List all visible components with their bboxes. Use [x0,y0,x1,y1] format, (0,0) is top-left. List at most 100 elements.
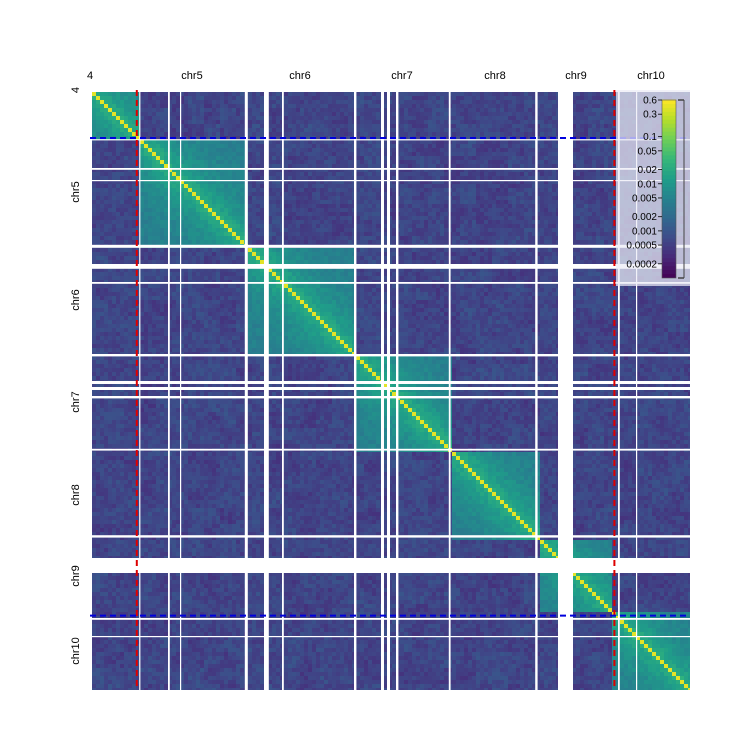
heatmap-cell [364,92,369,97]
heatmap-cell [356,164,361,169]
heatmap-cell [236,204,241,209]
heatmap-cell [228,200,233,205]
heatmap-cell [92,212,97,217]
heatmap-cell [580,140,585,145]
heatmap-cell [348,124,353,129]
heatmap-cell [228,176,233,181]
heatmap-cell [452,176,457,181]
heatmap-cell [604,128,609,133]
heatmap-cell [196,192,201,197]
heatmap-cell [104,116,109,121]
heatmap-cell [472,164,477,169]
heatmap-cell [260,196,265,201]
heatmap-cell [408,172,413,177]
heatmap-cell [596,156,601,161]
heatmap-cell [236,212,241,217]
heatmap-cell [320,132,325,137]
heatmap-cell [260,188,265,193]
heatmap-cell [460,140,465,145]
heatmap-cell [356,184,361,189]
heatmap-cell [508,144,513,149]
heatmap-cell [548,188,553,193]
heatmap-cell [372,216,377,221]
heatmap-cell [428,184,433,189]
heatmap-cell [548,176,553,181]
heatmap-cell [312,100,317,105]
heatmap-cell [480,144,485,149]
heatmap-cell [176,204,181,209]
heatmap-cell [224,156,229,161]
heatmap-cell [544,112,549,117]
heatmap-cell [512,100,517,105]
heatmap-cell [144,212,149,217]
heatmap-cell [124,220,129,225]
heatmap-cell [600,212,605,217]
heatmap-cell [140,128,145,133]
heatmap-cell [540,160,545,165]
heatmap-cell [176,108,181,113]
heatmap-cell [440,132,445,137]
heatmap-cell [224,188,229,193]
heatmap-cell [320,140,325,145]
heatmap-cell [308,104,313,109]
heatmap-cell [460,192,465,197]
heatmap-cell [592,100,597,105]
heatmap-cell [600,96,605,101]
heatmap-cell [308,216,313,221]
heatmap-cell [240,212,245,217]
heatmap-cell [296,96,301,101]
heatmap-cell [580,196,585,201]
heatmap-cell [192,120,197,125]
heatmap-cell [240,220,245,225]
heatmap-cell [252,100,257,105]
heatmap-cell [500,184,505,189]
heatmap-cell [468,128,473,133]
heatmap-cell [500,96,505,101]
heatmap-cell [328,92,333,97]
heatmap-cell [296,92,301,97]
heatmap-cell [208,140,213,145]
heatmap-cell [596,212,601,217]
heatmap-cell [172,144,177,149]
heatmap-cell [348,164,353,169]
heatmap-cell [420,216,425,221]
heatmap-cell [428,144,433,149]
heatmap-cell [336,144,341,149]
heatmap-cell [248,212,253,217]
heatmap-cell [276,176,281,181]
y-tick-labels: 4chr5chr6chr7chr8chr9chr10 [70,87,82,665]
heatmap-cell [400,124,405,129]
heatmap-cell [512,148,517,153]
heatmap-cell [584,144,589,149]
heatmap-cell [472,120,477,125]
heatmap-cell [412,212,417,217]
heatmap-cell [460,108,465,113]
heatmap-cell [584,220,589,225]
heatmap-cell [368,188,373,193]
heatmap-cell [236,92,241,97]
heatmap-cell [492,220,497,225]
heatmap-cell [328,204,333,209]
heatmap-cell [112,104,117,109]
heatmap-cell [360,128,365,133]
heatmap-cell [124,112,129,117]
heatmap-cell [120,96,125,101]
heatmap-cell [220,176,225,181]
heatmap-cell [492,108,497,113]
heatmap-cell [500,196,505,201]
heatmap-cell [576,188,581,193]
heatmap-cell [492,156,497,161]
heatmap-cell [432,112,437,117]
heatmap-cell [260,92,265,97]
heatmap-cell [364,160,369,165]
heatmap-cell [464,160,469,165]
heatmap-cell [208,216,213,221]
heatmap-cell [480,200,485,205]
heatmap-cell [200,144,205,149]
heatmap-cell [156,192,161,197]
heatmap-cell [92,96,97,101]
heatmap-cell [96,140,101,145]
heatmap-cell [220,152,225,157]
heatmap-cell [184,112,189,117]
heatmap-cell [156,176,161,181]
